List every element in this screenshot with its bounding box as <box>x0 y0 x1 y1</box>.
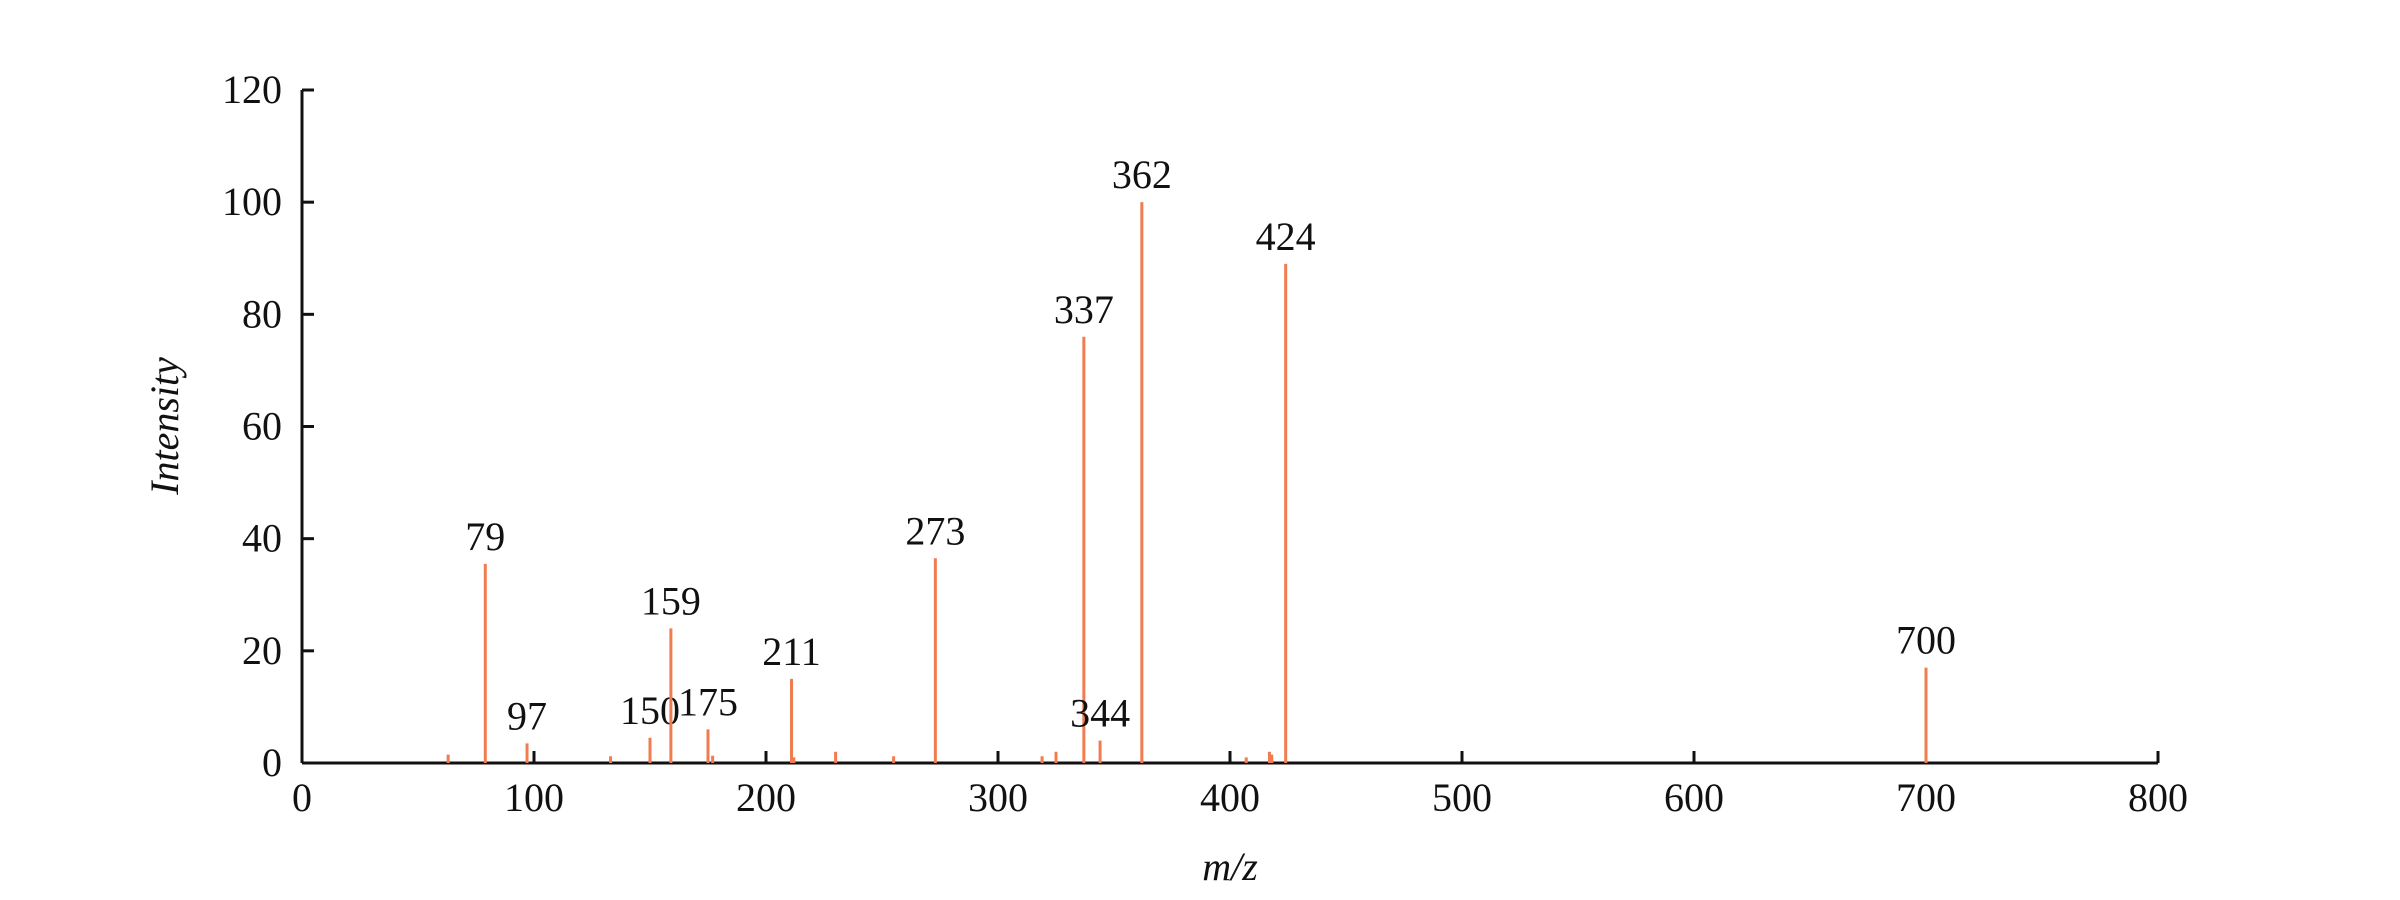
y-tick-label: 0 <box>262 740 282 785</box>
peak-label: 362 <box>1112 152 1172 197</box>
x-tick-label: 700 <box>1896 775 1956 820</box>
peak-label: 97 <box>507 693 547 738</box>
x-tick-label: 600 <box>1664 775 1724 820</box>
peak-label: 159 <box>641 578 701 623</box>
y-tick-label: 80 <box>242 291 282 336</box>
peak-label: 273 <box>905 508 965 553</box>
peak-label: 175 <box>678 679 738 724</box>
x-tick-label: 500 <box>1432 775 1492 820</box>
y-tick-label: 40 <box>242 516 282 561</box>
y-tick-label: 60 <box>242 404 282 449</box>
x-tick-label: 200 <box>736 775 796 820</box>
y-axis-label: Intensity <box>142 357 187 496</box>
x-tick-label: 300 <box>968 775 1028 820</box>
x-tick-label: 800 <box>2128 775 2188 820</box>
y-tick-label: 20 <box>242 628 282 673</box>
x-axis-label: m/z <box>1202 844 1258 889</box>
peak-label: 211 <box>762 629 821 674</box>
peak-label: 79 <box>465 514 505 559</box>
x-tick-label: 100 <box>504 775 564 820</box>
x-tick-label: 0 <box>292 775 312 820</box>
peak-label: 424 <box>1256 214 1316 259</box>
peak-label: 344 <box>1070 691 1130 736</box>
y-tick-label: 100 <box>222 179 282 224</box>
peak-label: 700 <box>1896 618 1956 663</box>
peak-label: 337 <box>1054 287 1114 332</box>
x-tick-label: 400 <box>1200 775 1260 820</box>
y-tick-label: 120 <box>222 67 282 112</box>
